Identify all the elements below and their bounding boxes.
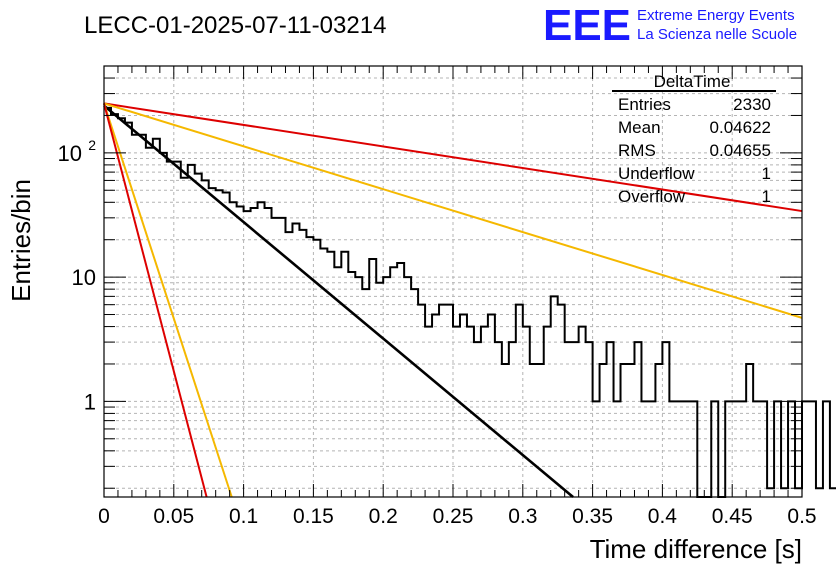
fit-line-2 bbox=[103, 102, 803, 213]
x-tick-label: 0.35 bbox=[572, 505, 613, 528]
fit-line-5 bbox=[103, 103, 208, 498]
x-tick-label: 0.4 bbox=[648, 505, 678, 528]
x-tick-label: 0.5 bbox=[787, 505, 816, 528]
fit-line-3 bbox=[103, 102, 803, 319]
y-axis-label: Entries/bin bbox=[6, 179, 36, 302]
stats-title: DeltaTime bbox=[654, 72, 731, 91]
stats-row-label: RMS bbox=[618, 141, 656, 160]
x-axis-label: Time difference [s] bbox=[590, 534, 802, 564]
x-tick-label: 0 bbox=[98, 505, 110, 528]
stats-row-label: Underflow bbox=[618, 164, 695, 183]
fit-lines bbox=[103, 102, 803, 498]
x-tick-label: 0.25 bbox=[433, 505, 474, 528]
logo-letters: EEE bbox=[543, 1, 631, 50]
stats-row-value: 1 bbox=[762, 187, 771, 206]
x-tick-label: 0.3 bbox=[508, 505, 537, 528]
stats-row-value: 0.04655 bbox=[710, 141, 771, 160]
stats-row-label: Overflow bbox=[618, 187, 686, 206]
x-tick-label: 0.05 bbox=[153, 505, 194, 528]
stats-row-value: 0.04622 bbox=[710, 118, 771, 137]
axes: 0 0.05 0.1 0.15 0.2 0.25 0.3 0.35 0.4 0.45 0.5 1 10 1… bbox=[58, 65, 817, 528]
eee-logo: EEE Extreme Energy Events La Scienza nel… bbox=[543, 1, 797, 50]
fit-line-4 bbox=[103, 103, 233, 498]
histogram-outline bbox=[104, 106, 836, 498]
y-tick-label: 10 bbox=[58, 141, 82, 166]
histogram-bars bbox=[104, 106, 836, 498]
x-tick-label: 0.1 bbox=[229, 505, 258, 528]
x-tick-label: 0.15 bbox=[293, 505, 334, 528]
stats-row-value: 1 bbox=[762, 164, 771, 183]
logo-line-2: La Scienza nelle Scuole bbox=[637, 26, 797, 43]
stats-row-value: 2330 bbox=[733, 95, 771, 114]
y-tick-label: 10 bbox=[72, 265, 96, 290]
x-tick-label: 0.2 bbox=[369, 505, 398, 528]
x-tick-label: 0.45 bbox=[712, 505, 753, 528]
stats-box: DeltaTime Entries 2330 Mean 0.04622 RMS 0.046… bbox=[612, 72, 776, 206]
stats-row-label: Mean bbox=[618, 118, 661, 137]
chart-title: LECC-01-2025-07-11-03214 bbox=[84, 12, 386, 39]
logo-line-1: Extreme Energy Events bbox=[637, 7, 795, 24]
y-tick-label-exponent: 2 bbox=[88, 137, 96, 153]
y-tick-label: 1 bbox=[84, 389, 96, 414]
fit-line-1 bbox=[103, 104, 574, 498]
stats-row-label: Entries bbox=[618, 95, 671, 114]
stats-rows: Entries 2330 Mean 0.04622 RMS 0.04655 Underflo… bbox=[618, 95, 771, 206]
